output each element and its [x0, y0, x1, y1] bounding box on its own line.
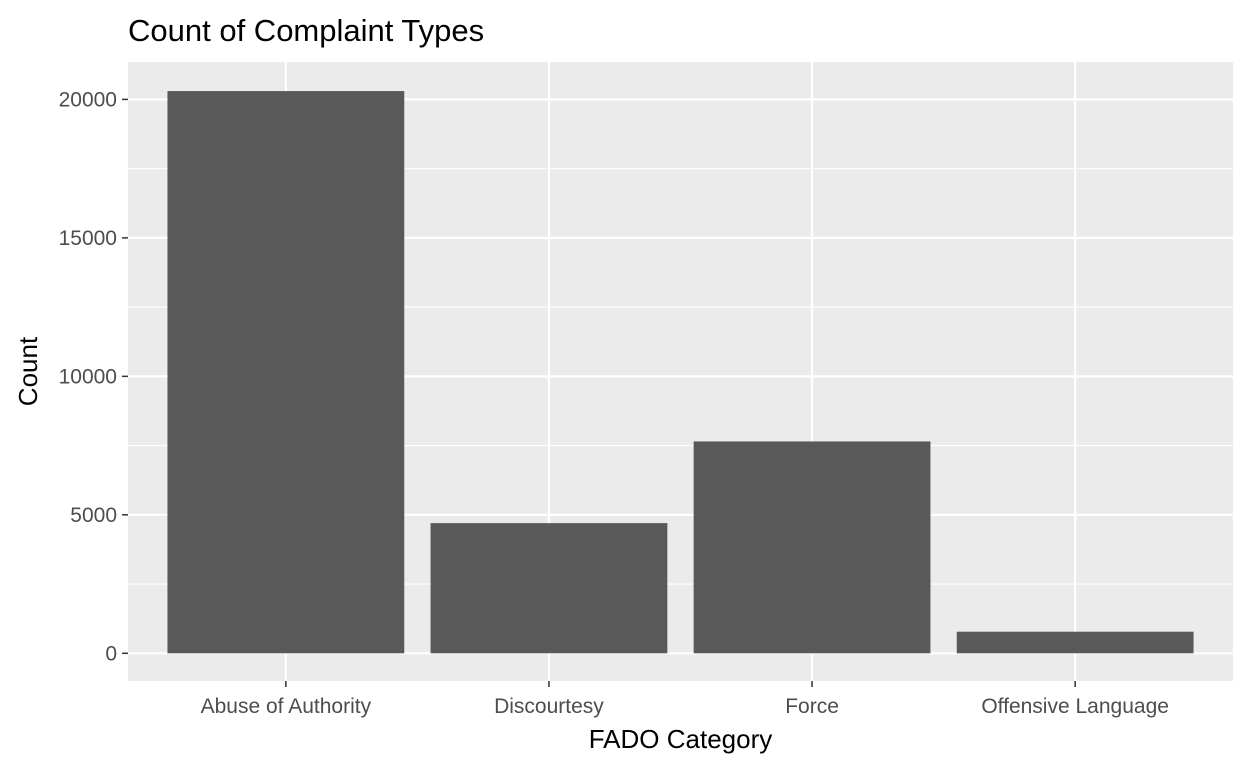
chart-title: Count of Complaint Types	[128, 13, 484, 48]
bar	[956, 631, 1194, 654]
x-tick-label: Abuse of Authority	[201, 695, 372, 718]
y-tick-label: 0	[105, 642, 117, 665]
x-tick-label: Force	[785, 695, 839, 718]
x-tick-label: Discourtesy	[494, 695, 604, 718]
y-tick-label: 15000	[59, 227, 117, 250]
y-axis-title: Count	[13, 336, 43, 406]
axes: 0 5000 10000 15000 20000 Abuse of Authority Di…	[59, 88, 1169, 718]
x-axis-title: FADO Category	[589, 724, 773, 754]
x-tick-label: Offensive Language	[981, 695, 1169, 718]
y-tick-label: 10000	[59, 365, 117, 388]
y-tick-label: 5000	[70, 504, 117, 527]
y-tick-label: 20000	[59, 88, 117, 111]
bar	[693, 441, 931, 654]
bar	[430, 523, 668, 654]
bar	[167, 91, 405, 654]
bars	[167, 91, 1194, 654]
